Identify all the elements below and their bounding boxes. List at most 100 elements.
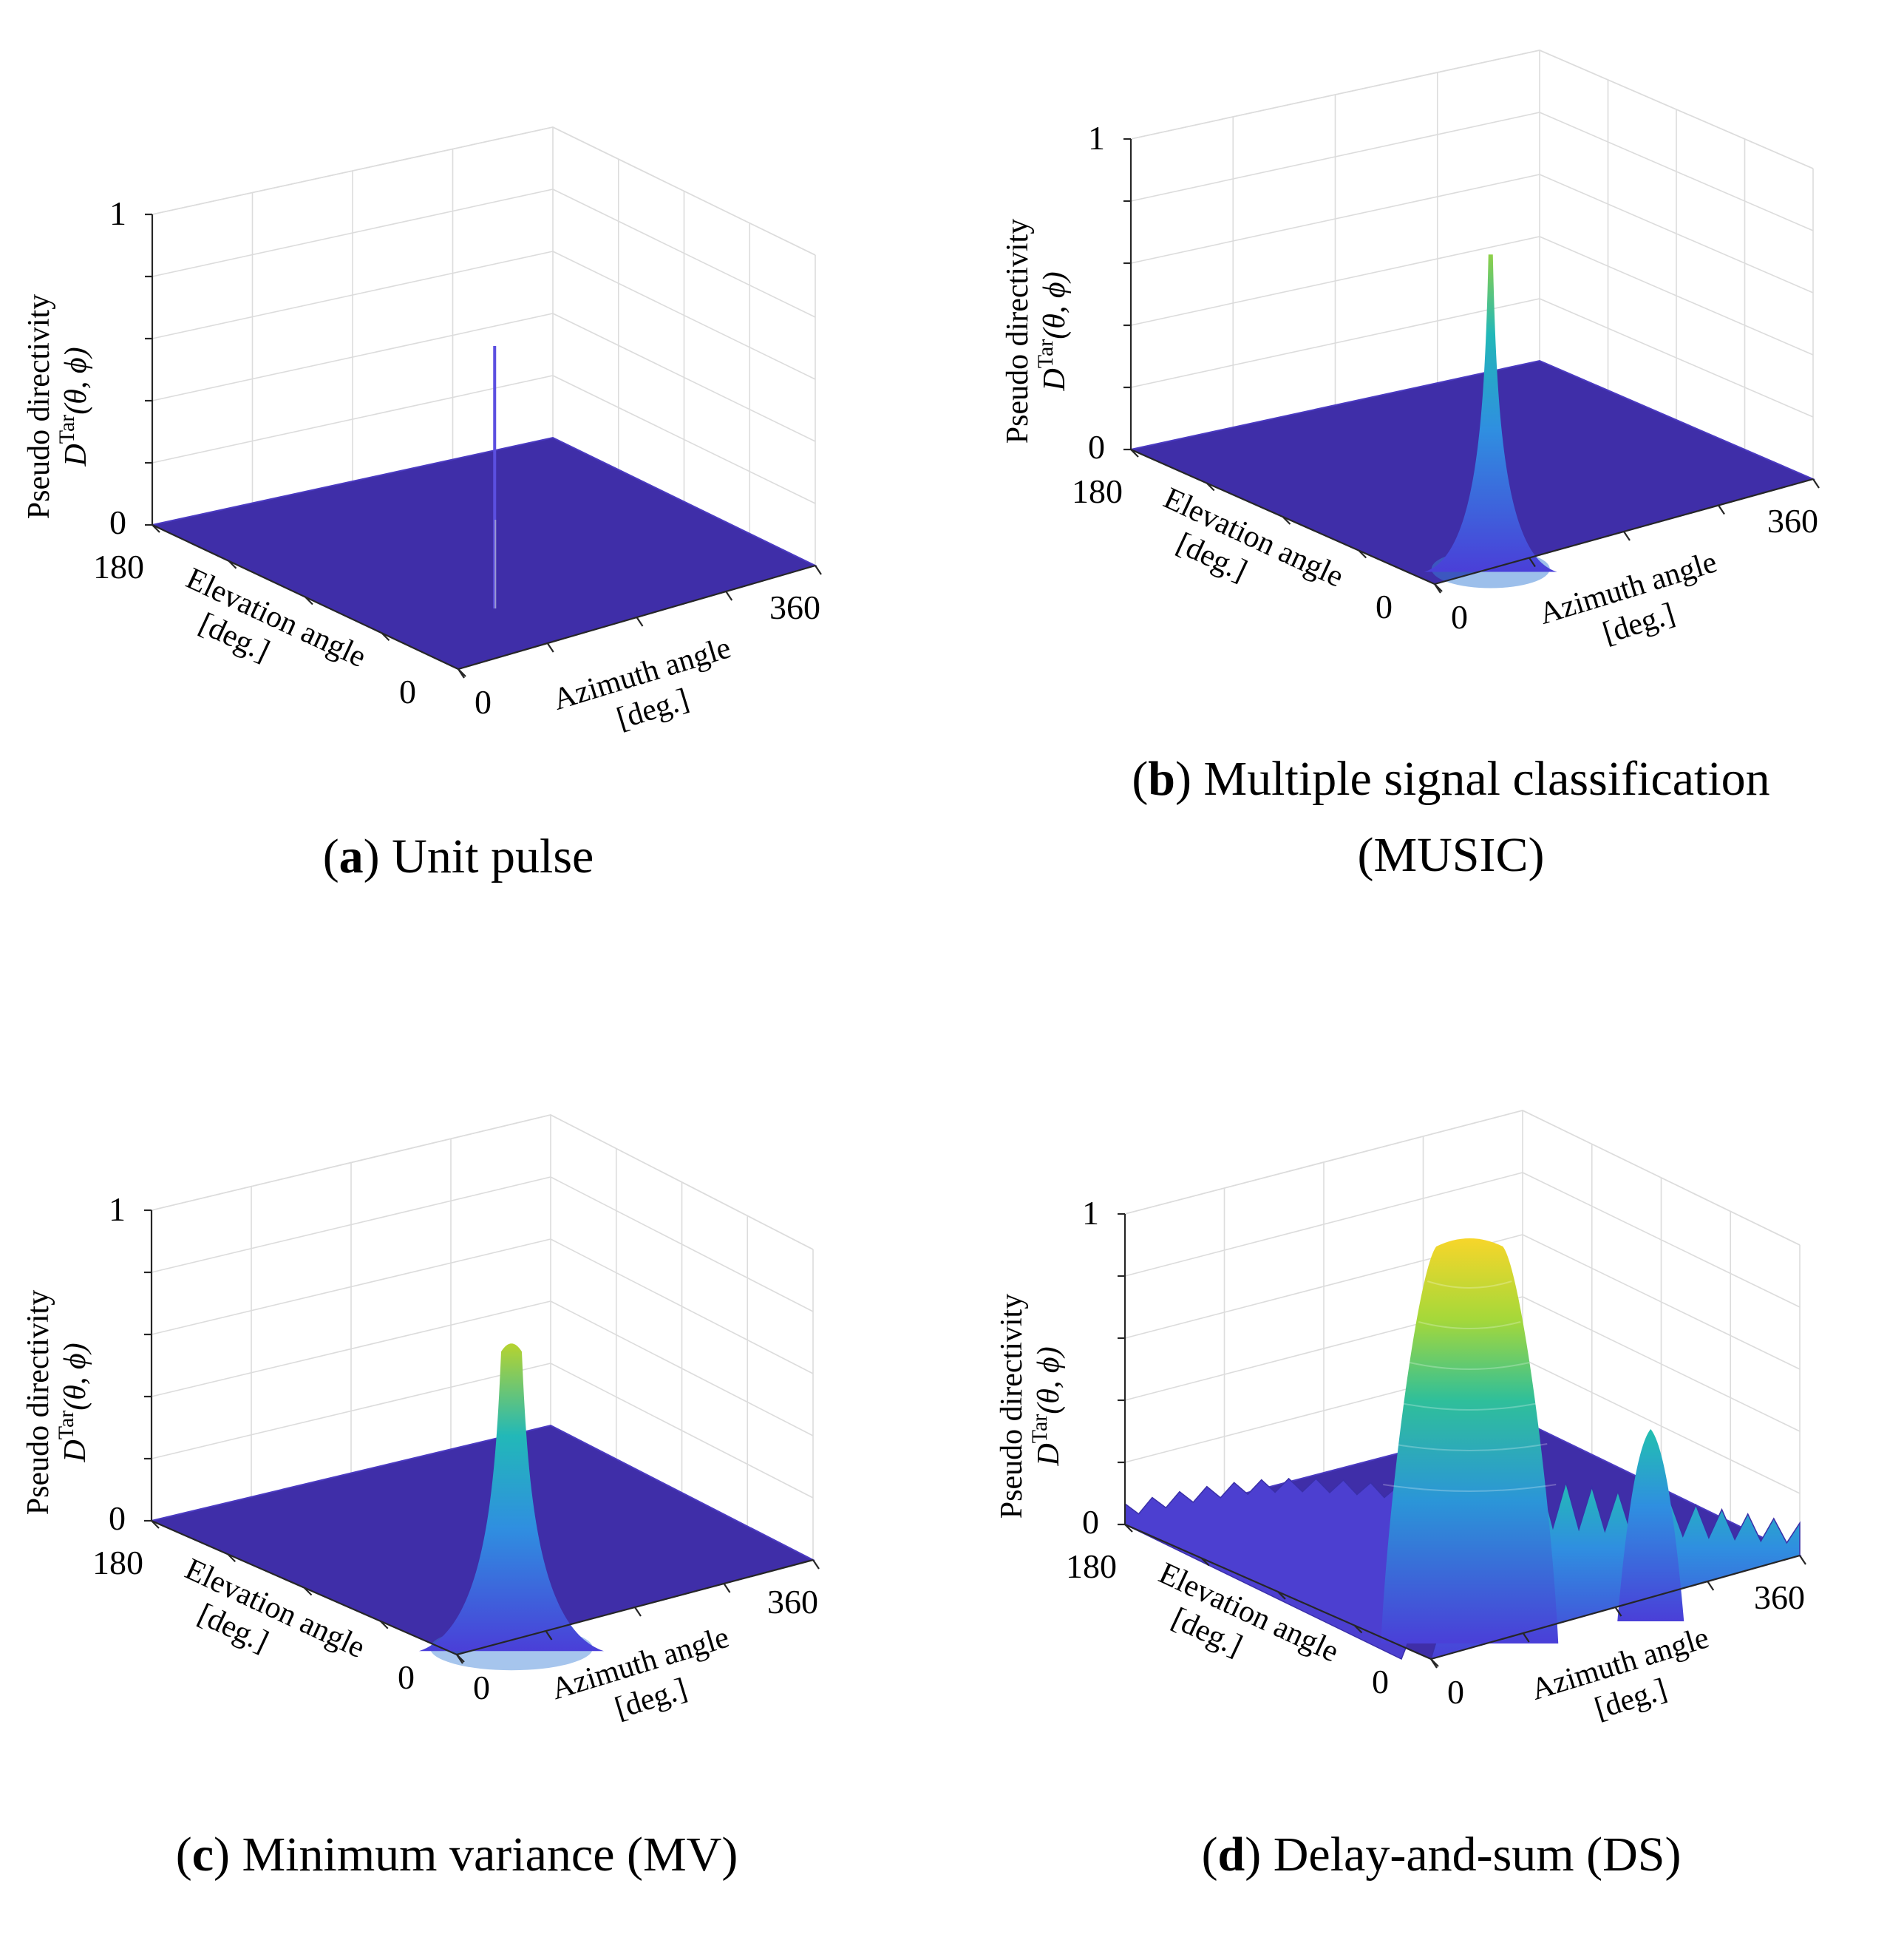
grid	[152, 126, 816, 566]
x-axis-label: Azimuth angle[deg.]	[549, 631, 735, 736]
z-label-line1: Pseudo directivity	[1001, 219, 1035, 444]
z-label-args: (θ, ϕ)	[1038, 271, 1072, 339]
x-tick	[1812, 478, 1820, 489]
x-axis-label: Azimuth angle[deg.]	[1535, 545, 1721, 651]
caption: (c) Minimum variance (MV)	[176, 1828, 738, 1882]
caption-text: Multiple signal classification	[1191, 752, 1770, 806]
y-tick-label: 180	[92, 1544, 143, 1581]
peak-surface	[419, 1343, 604, 1652]
lobe-contour	[1427, 1280, 1512, 1289]
caption-text: Delay-and-sum (DS)	[1261, 1828, 1681, 1882]
x-tick-label: 360	[769, 588, 820, 626]
x-tick-label: 360	[1754, 1578, 1805, 1616]
y-tick-label: 180	[93, 548, 144, 586]
z-tick-label: 1	[1088, 119, 1105, 157]
caption-paren-open: (	[176, 1828, 192, 1882]
y-tick	[1206, 482, 1215, 492]
y-tick-label: 180	[1066, 1547, 1117, 1585]
z-label-symbol: D	[1032, 1443, 1066, 1466]
axes	[145, 213, 822, 679]
y-tick	[381, 632, 390, 642]
peak-surface	[1424, 254, 1557, 572]
caption-letter: d	[1218, 1828, 1245, 1882]
y-tick-label: 0	[399, 673, 416, 710]
z-label-line1: Pseudo directivity	[995, 1294, 1029, 1519]
z-label-symbol: D	[59, 444, 93, 467]
caption-letter: b	[1148, 752, 1175, 806]
x-tick	[634, 1607, 642, 1617]
grid-line	[152, 126, 816, 256]
caption: (a) Unit pulse	[323, 830, 594, 883]
grid	[1124, 1110, 1801, 1556]
y-tick	[1353, 1624, 1363, 1634]
x-tick	[815, 565, 822, 575]
grid-line	[152, 251, 816, 380]
x-tick	[1430, 1658, 1438, 1669]
x-tick-label: 0	[475, 683, 492, 721]
caption-paren-open: (	[1132, 752, 1148, 806]
x-tick	[458, 668, 465, 679]
x-tick	[1529, 557, 1536, 568]
y-tick-label: 0	[398, 1658, 415, 1696]
grid-line	[1130, 50, 1814, 169]
z-label-symbol: D	[58, 1439, 92, 1462]
z-label-args: (θ, ϕ)	[59, 347, 93, 414]
sidelobe-peak	[1617, 1429, 1684, 1621]
lobe-contour	[1418, 1321, 1521, 1329]
caption-line2: (MUSIC)	[1357, 828, 1544, 882]
x-tick	[1522, 1632, 1530, 1643]
y-tick	[228, 560, 237, 569]
z-label-line2: DTar(θ, ϕ)	[1033, 271, 1072, 391]
x-tick	[723, 1583, 731, 1593]
x-tick	[1799, 1555, 1806, 1565]
y-tick	[1282, 516, 1291, 525]
z-label-superscript: Tar	[1027, 1414, 1052, 1444]
z-label-line1: Pseudo directivity	[22, 294, 56, 519]
z-tick-label: 0	[1082, 1503, 1099, 1541]
caption-paren-close: )	[214, 1828, 230, 1882]
caption-paren-open: (	[323, 830, 339, 883]
x-tick	[1434, 583, 1441, 594]
z-label-line2: DTar(θ, ϕ)	[55, 347, 93, 467]
x-tick-label: 0	[1451, 598, 1468, 636]
x-tick	[725, 591, 733, 601]
caption-paren-close: )	[364, 830, 380, 883]
axes	[1118, 1212, 1806, 1669]
x-tick	[456, 1654, 463, 1664]
y-tick	[1130, 449, 1139, 458]
y-tick	[1124, 1524, 1133, 1533]
x-tick	[812, 1559, 820, 1570]
main-lobe	[1381, 1238, 1559, 1643]
z-axis-label: Pseudo directivity DTar(θ, ϕ)	[22, 294, 93, 519]
y-tick	[305, 596, 313, 605]
x-tick-label: 360	[1767, 502, 1818, 540]
z-label-superscript: Tar	[55, 415, 79, 444]
z-axis-label: Pseudo directivity DTar(θ, ϕ)	[21, 1290, 92, 1515]
caption-paren-close: )	[1245, 1828, 1261, 1882]
z-label-symbol: D	[1038, 368, 1072, 391]
z-label-line1: Pseudo directivity	[21, 1290, 55, 1515]
lobe-contour	[1383, 1484, 1557, 1492]
grid-line	[152, 313, 816, 442]
grid-line	[152, 126, 816, 256]
y-tick-label: 0	[1376, 588, 1393, 625]
z-label-line2: DTar(θ, ϕ)	[54, 1343, 92, 1462]
x-tick-label: 0	[1447, 1673, 1464, 1711]
lobe-contour	[1410, 1362, 1530, 1370]
z-label-args: (θ, ϕ)	[1032, 1346, 1066, 1414]
y-tick	[1358, 549, 1367, 559]
caption: (b) Multiple signal classification	[1132, 752, 1769, 806]
x-tick	[1614, 1607, 1622, 1617]
x-tick	[546, 642, 554, 653]
z-tick-label: 0	[109, 1499, 126, 1537]
x-tick-label: 360	[767, 1583, 818, 1621]
caption-text: Minimum variance (MV)	[230, 1828, 738, 1882]
caption-letter: a	[339, 830, 364, 883]
caption: (d) Delay-and-sum (DS)	[1202, 1828, 1682, 1882]
y-tick-label: 0	[1372, 1663, 1389, 1700]
y-tick	[379, 1620, 389, 1629]
x-tick	[1623, 531, 1631, 541]
